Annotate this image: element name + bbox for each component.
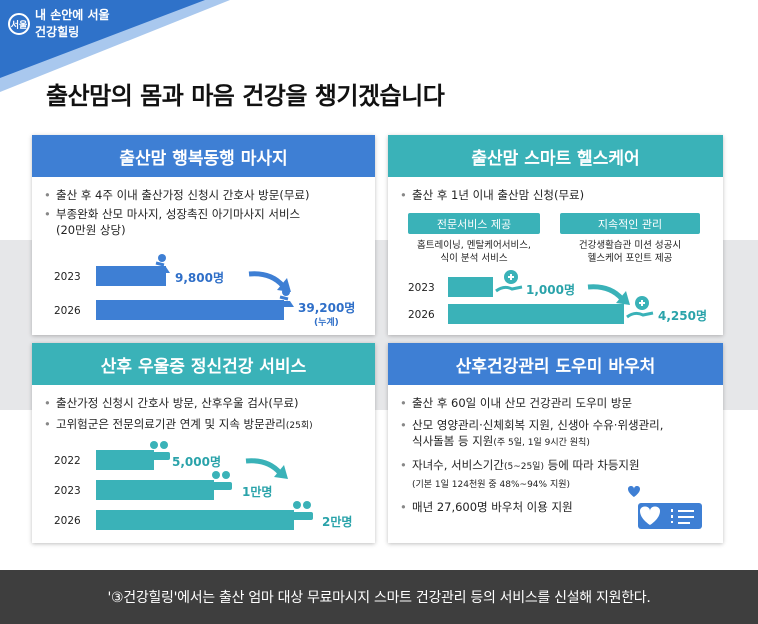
seoul-logo-icon: 서울 (8, 13, 30, 35)
voucher-bullet-4: 매년 27,600명 바우처 이용 지원 (388, 499, 723, 515)
counseling-icon-2 (210, 471, 232, 490)
massage-note: (누계) (314, 318, 339, 328)
voucher-bullet-1: 출산 후 60일 이내 산모 건강관리 도우미 방문 (388, 395, 723, 411)
massage-card-title: 출산맘 행복동행 마사지 (32, 135, 375, 177)
smart-value-1: 1,000명 (526, 283, 575, 297)
depression-value-1: 5,000명 (172, 455, 221, 469)
curved-arrow-icon (587, 284, 630, 305)
smart-bar-1 (448, 277, 493, 297)
depression-value-2: 1만명 (242, 485, 273, 499)
voucher-card-title: 산후건강관리 도우미 바우처 (388, 343, 723, 385)
depression-bar-2 (96, 480, 214, 500)
smart-pill-2-desc: 건강생활습관 미션 성공시 헬스케어 포인트 제공 (578, 240, 682, 264)
massage-bullet-1: 출산 후 4주 이내 출산가정 신청시 간호사 방문(무료) (32, 187, 375, 203)
smart-year-2: 2026 (408, 309, 435, 321)
voucher-bullet-2: 산모 영양관리·신체회복 지원, 신생아 수유·위생관리,식사돌봄 등 지원(주… (388, 417, 723, 451)
smart-healthcare-card: 출산맘 스마트 헬스케어 출산 후 1년 이내 출산맘 신청(무료) 전문서비스… (388, 135, 723, 335)
voucher-heart-icon (628, 486, 702, 529)
smart-pill-1: 전문서비스 제공 (408, 213, 540, 234)
photo-caption: '③건강힐링'에서는 출산 엄마 대상 무료마시지 스마트 건강관리 등의 서비… (0, 570, 758, 624)
depression-card: 산후 우울증 정신건강 서비스 출산가정 신청시 간호사 방문, 산후우울 검사… (32, 343, 375, 543)
smart-bullet-1: 출산 후 1년 이내 출산맘 신청(무료) (388, 187, 723, 203)
smart-value-2: 4,250명 (658, 309, 707, 323)
smart-card-title: 출산맘 스마트 헬스케어 (388, 135, 723, 177)
massage-icon (144, 254, 170, 273)
depression-year-1: 2022 (54, 455, 81, 467)
massage-value-2: 39,200명 (298, 301, 356, 315)
voucher-card: 산후건강관리 도우미 바우처 출산 후 60일 이내 산모 건강관리 도우미 방… (388, 343, 723, 543)
smart-year-1: 2023 (408, 282, 435, 294)
logo-line1: 내 손안에 서울 (35, 8, 110, 22)
seoul-logo: 서울 내 손안에 서울 건강힐링 (8, 7, 110, 41)
voucher-bullet-3: 자녀수, 서비스기간(5~25일) 등에 따라 차등지원(기본 1일 124천원… (388, 457, 723, 493)
health-hand-icon-2 (626, 296, 654, 319)
logo-line2: 건강힐링 (35, 25, 80, 39)
smart-pill-1-desc: 홈트레이닝, 멘탈케어서비스, 식이 분석 서비스 (417, 240, 531, 264)
smart-bar-2 (448, 304, 624, 324)
depression-value-3: 2만명 (322, 515, 353, 529)
depression-bar-1 (96, 450, 154, 470)
depression-year-2: 2023 (54, 485, 81, 497)
depression-card-title: 산후 우울증 정신건강 서비스 (32, 343, 375, 385)
counseling-icon-3 (291, 501, 313, 520)
depression-bullet-1: 출산가정 신청시 간호사 방문, 산후우울 검사(무료) (32, 395, 375, 411)
depression-year-3: 2026 (54, 515, 81, 527)
counseling-icon (148, 441, 170, 460)
curved-arrow-icon (245, 458, 288, 479)
page-title: 출산맘의 몸과 마음 건강을 챙기겠습니다 (46, 82, 445, 110)
massage-bar-2 (96, 300, 284, 320)
depression-bar-3 (96, 510, 294, 530)
massage-year-1: 2023 (54, 271, 81, 283)
massage-bullet-2: 부종완화 산모 마사지, 성장촉진 아기마사지 서비스(20만원 상당) (32, 206, 375, 238)
depression-bullet-2: 고위험군은 전문의료기관 연계 및 지속 방문관리(25회) (32, 416, 375, 434)
smart-pill-2: 지속적인 관리 (560, 213, 700, 234)
massage-icon-2 (268, 288, 294, 307)
massage-value-1: 9,800명 (175, 271, 224, 285)
massage-year-2: 2026 (54, 305, 81, 317)
massage-card: 출산맘 행복동행 마사지 출산 후 4주 이내 출산가정 신청시 간호사 방문(… (32, 135, 375, 335)
health-hand-icon (495, 270, 523, 293)
